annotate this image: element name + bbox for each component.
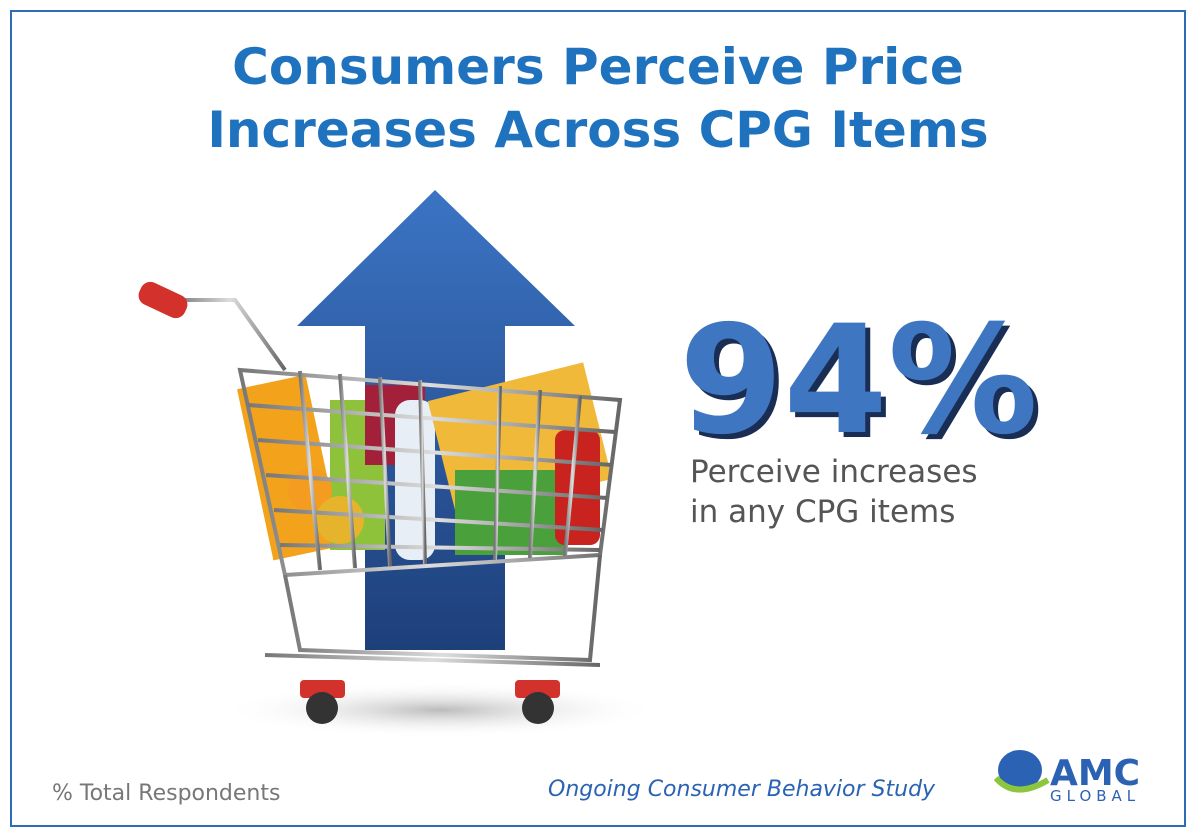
- logo-name: AMC: [1050, 753, 1140, 794]
- source: Ongoing Consumer Behavior Study: [548, 777, 936, 802]
- cart: [138, 281, 660, 738]
- frame: [10, 10, 1186, 827]
- stat-value: 94%: [679, 294, 1038, 468]
- title-line: Increases Across CPG Items: [207, 101, 988, 159]
- stat-shadow: 94%: [684, 299, 1043, 473]
- logo: AMC GLOBAL: [993, 750, 1140, 805]
- stat-caption: Perceive increases: [690, 454, 978, 490]
- stat-caption: in any CPG items: [690, 494, 955, 530]
- title-line: Consumers Perceive Price: [232, 38, 964, 96]
- logo-sub: GLOBAL: [1050, 787, 1140, 805]
- footnote: % Total Respondents: [52, 781, 280, 806]
